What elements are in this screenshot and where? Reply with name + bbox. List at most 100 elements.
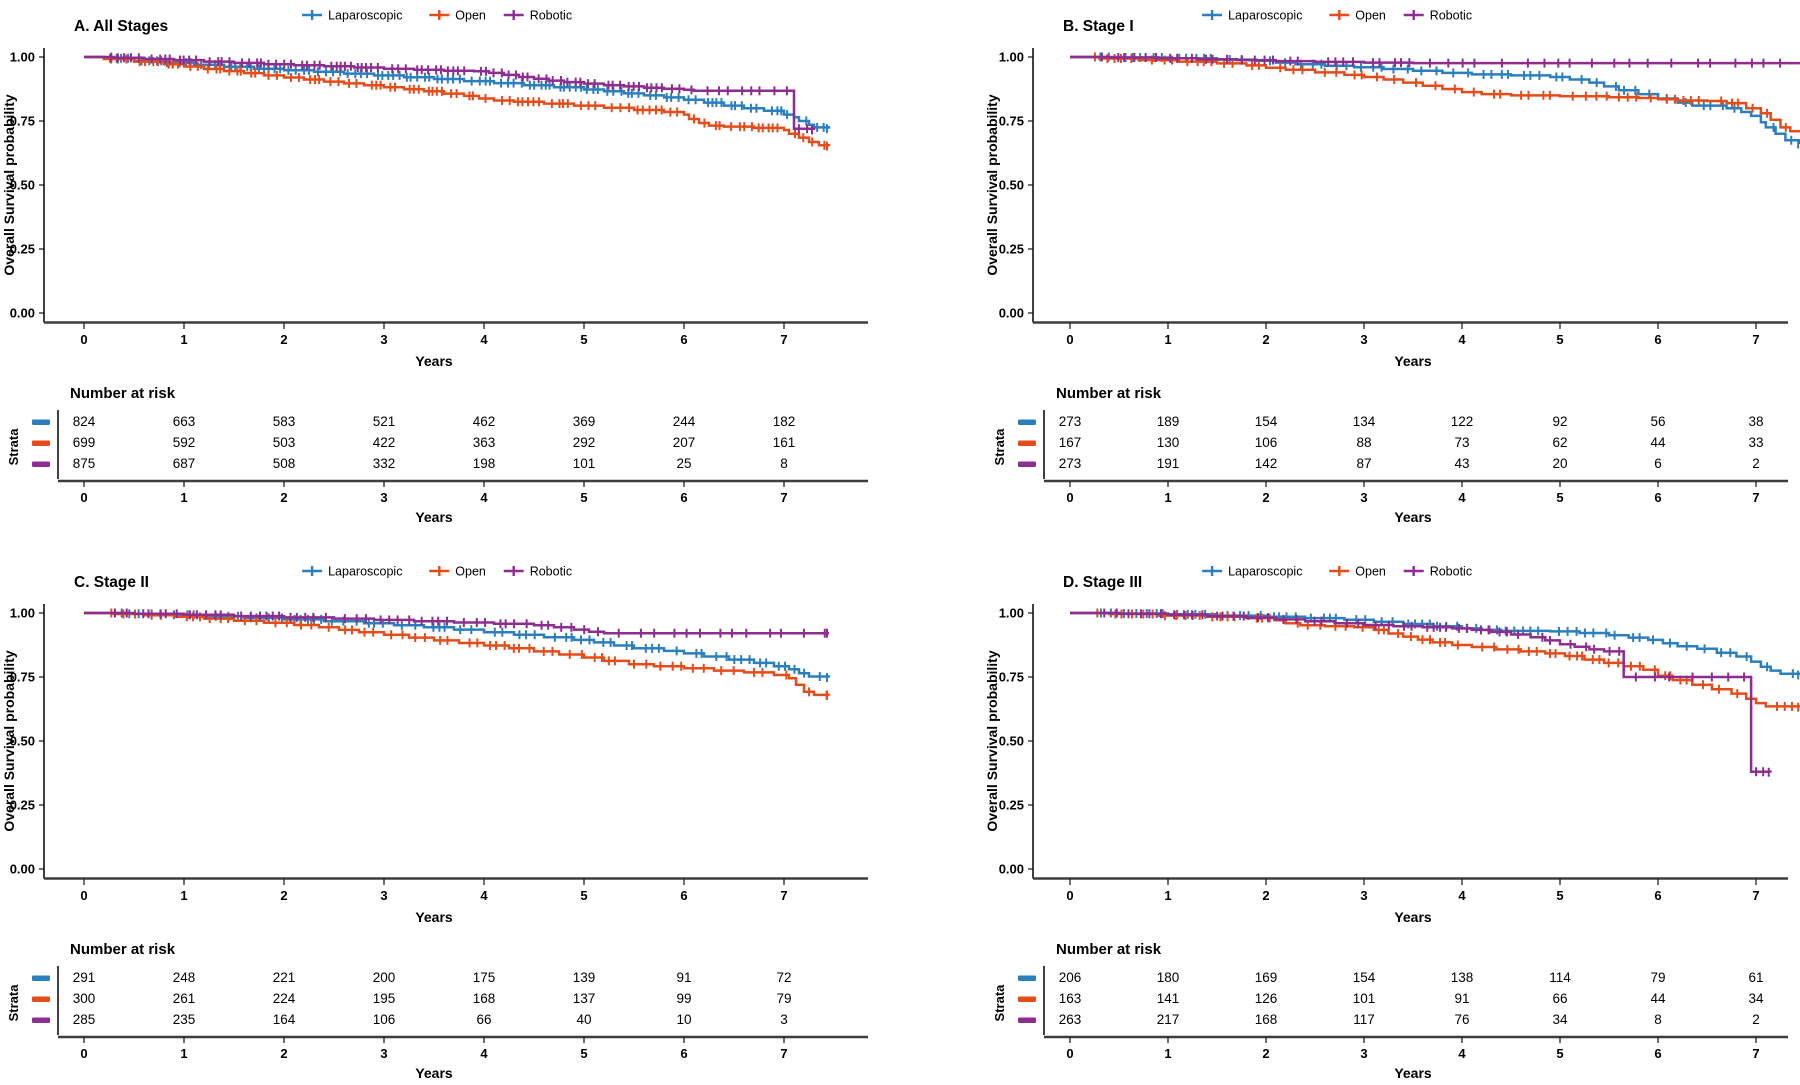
legend-label: Open bbox=[455, 565, 486, 579]
risk-count: 6 bbox=[1654, 456, 1662, 471]
risk-count: 285 bbox=[73, 1012, 96, 1027]
legend-label: Robotic bbox=[530, 9, 572, 23]
strata-marker-open bbox=[1018, 440, 1036, 446]
legend-key-icon bbox=[503, 10, 524, 20]
x-tick-label: 1 bbox=[180, 888, 187, 903]
legend-label: Robotic bbox=[530, 565, 572, 579]
x-tick-label: 2 bbox=[1262, 332, 1269, 347]
risk-count: 92 bbox=[1552, 414, 1567, 429]
risk-count: 206 bbox=[1059, 970, 1082, 985]
panel-stage-1: Laparoscopic Open Robotic B. Stage I Overall… bbox=[880, 0, 1800, 556]
x-tick-label: 1 bbox=[1164, 332, 1171, 347]
x-tick-label: 4 bbox=[480, 332, 488, 347]
risk-count: 273 bbox=[1059, 456, 1082, 471]
risk-count: 168 bbox=[1255, 1012, 1278, 1027]
survival-curve-laparoscopic bbox=[1070, 611, 1800, 675]
risk-count: 106 bbox=[1255, 435, 1278, 450]
risk-x-tick-label: 0 bbox=[80, 1046, 87, 1061]
survival-curve-laparoscopic bbox=[1070, 55, 1800, 144]
risk-count: 261 bbox=[173, 991, 196, 1006]
legend-label: Robotic bbox=[1430, 9, 1472, 23]
legend-label: Laparoscopic bbox=[328, 9, 402, 23]
risk-count: 363 bbox=[473, 435, 496, 450]
y-axis-label: Overall Survival probability bbox=[1, 650, 17, 832]
risk-x-tick-label: 4 bbox=[1458, 1046, 1466, 1061]
risk-x-tick-label: 4 bbox=[480, 490, 488, 505]
x-tick-label: 2 bbox=[280, 332, 287, 347]
risk-count: 76 bbox=[1454, 1012, 1469, 1027]
x-axis-label: Years bbox=[415, 909, 453, 925]
risk-x-tick-label: 3 bbox=[380, 490, 387, 505]
panel-stage-2: Laparoscopic Open Robotic C. Stage II Overal… bbox=[0, 556, 880, 1085]
risk-count: 180 bbox=[1157, 970, 1180, 985]
y-tick-label: 0.00 bbox=[999, 306, 1024, 321]
risk-x-axis-label: Years bbox=[1394, 509, 1432, 525]
y-tick-label: 0.25 bbox=[999, 798, 1024, 813]
panel-title: C. Stage II bbox=[74, 574, 149, 591]
risk-count: 583 bbox=[273, 414, 296, 429]
strata-marker-laparoscopic bbox=[1018, 419, 1036, 425]
x-tick-label: 0 bbox=[1066, 888, 1073, 903]
x-tick-label: 4 bbox=[1458, 888, 1466, 903]
legend-label: Laparoscopic bbox=[328, 565, 402, 579]
risk-count: 10 bbox=[676, 1012, 691, 1027]
risk-count: 138 bbox=[1451, 970, 1474, 985]
strata-label: Strata bbox=[6, 428, 21, 466]
risk-count: 462 bbox=[473, 414, 496, 429]
legend-item-laparoscopic: Laparoscopic bbox=[1202, 9, 1302, 23]
risk-count: 87 bbox=[1356, 456, 1371, 471]
risk-count: 332 bbox=[373, 456, 396, 471]
censor-ticks-robotic bbox=[1103, 608, 1770, 777]
risk-x-tick-label: 0 bbox=[80, 490, 87, 505]
risk-count: 66 bbox=[476, 1012, 491, 1027]
risk-count: 592 bbox=[173, 435, 196, 450]
strata-marker-robotic bbox=[32, 1017, 50, 1023]
risk-count: 25 bbox=[676, 456, 691, 471]
risk-count: 164 bbox=[273, 1012, 296, 1027]
risk-count: 154 bbox=[1255, 414, 1278, 429]
panel-all-stages: Laparoscopic Open Robotic A. All Stages Over… bbox=[0, 0, 880, 556]
risk-x-tick-label: 4 bbox=[1458, 490, 1466, 505]
legend-item-robotic: Robotic bbox=[1403, 565, 1472, 579]
risk-table-header: Number at risk bbox=[1056, 385, 1162, 402]
risk-count: 79 bbox=[776, 991, 791, 1006]
strata-marker-robotic bbox=[1018, 1017, 1036, 1023]
legend-key-icon bbox=[1403, 10, 1424, 20]
risk-count: 875 bbox=[73, 456, 96, 471]
y-tick-label: 1.00 bbox=[999, 50, 1024, 65]
x-tick-label: 5 bbox=[1556, 888, 1563, 903]
y-tick-label: 1.00 bbox=[10, 50, 35, 65]
risk-count: 91 bbox=[1454, 991, 1469, 1006]
risk-count: 198 bbox=[473, 456, 496, 471]
x-tick-label: 4 bbox=[1458, 332, 1466, 347]
legend-key-icon bbox=[1202, 10, 1223, 20]
x-tick-label: 5 bbox=[580, 332, 587, 347]
risk-count: 117 bbox=[1353, 1012, 1375, 1027]
risk-count: 34 bbox=[1748, 991, 1764, 1006]
risk-count: 168 bbox=[473, 991, 496, 1006]
risk-count: 88 bbox=[1356, 435, 1371, 450]
risk-count: 38 bbox=[1748, 414, 1763, 429]
strata-label: Strata bbox=[992, 984, 1007, 1022]
risk-x-tick-label: 1 bbox=[180, 1046, 187, 1061]
km-plot-all-stages: Laparoscopic Open Robotic A. All Stages Over… bbox=[1, 9, 868, 525]
risk-x-tick-label: 7 bbox=[780, 490, 787, 505]
risk-x-tick-label: 7 bbox=[1752, 490, 1759, 505]
risk-count: 663 bbox=[173, 414, 196, 429]
y-axis-label: Overall Survival probability bbox=[1, 94, 17, 276]
legend-item-laparoscopic: Laparoscopic bbox=[302, 565, 402, 579]
strata-marker-laparoscopic bbox=[32, 975, 50, 981]
censor-ticks-robotic bbox=[1100, 52, 1782, 68]
risk-count: 20 bbox=[1552, 456, 1567, 471]
risk-x-tick-label: 5 bbox=[1556, 1046, 1563, 1061]
y-tick-label: 0.00 bbox=[999, 862, 1024, 877]
legend-item-open: Open bbox=[1329, 9, 1386, 23]
risk-count: 200 bbox=[373, 970, 396, 985]
risk-table-header: Number at risk bbox=[1056, 941, 1162, 958]
risk-count: 72 bbox=[776, 970, 791, 985]
risk-count: 161 bbox=[773, 435, 796, 450]
risk-count: 167 bbox=[1059, 435, 1082, 450]
risk-count: 824 bbox=[73, 414, 96, 429]
risk-count: 207 bbox=[673, 435, 696, 450]
legend-item-robotic: Robotic bbox=[1403, 9, 1472, 23]
